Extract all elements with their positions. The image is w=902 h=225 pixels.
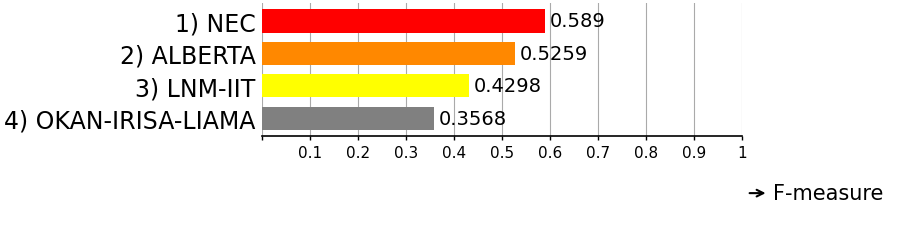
Text: 0.3568: 0.3568 (438, 109, 507, 128)
Text: 0.589: 0.589 (549, 12, 605, 31)
Bar (262, 10, 545, 34)
Text: F-measure: F-measure (773, 183, 884, 203)
Text: 0.5259: 0.5259 (520, 45, 588, 64)
Text: 0.4298: 0.4298 (474, 77, 541, 96)
Bar (262, 75, 469, 98)
Bar (262, 43, 515, 66)
Bar (262, 107, 434, 130)
